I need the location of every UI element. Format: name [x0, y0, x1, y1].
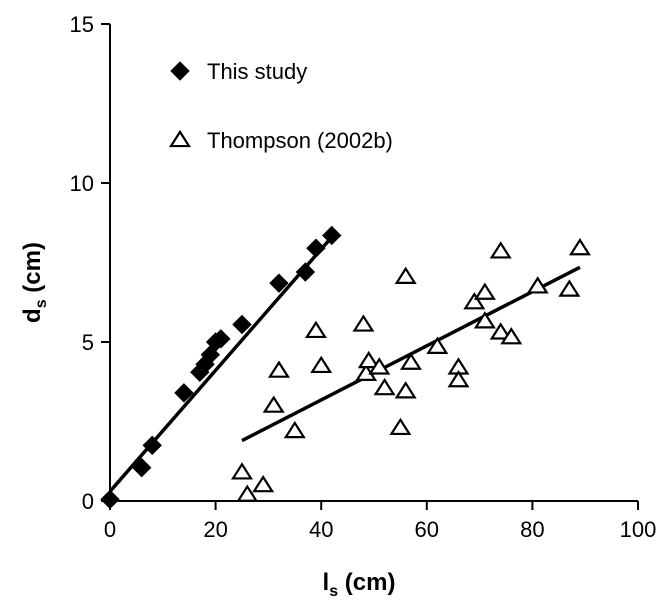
diamond-point	[232, 314, 252, 335]
x-tick-label: 40	[309, 517, 333, 542]
triangle-point	[394, 381, 417, 399]
triangle-point	[473, 282, 496, 300]
axes: 0 20 40 60 80 100 0 5 10 15 ls (cm) ds (cm)	[19, 12, 656, 600]
triangle-point	[500, 327, 523, 345]
diamond-point	[142, 435, 162, 456]
trendlines	[108, 235, 581, 493]
x-tick-label: 0	[104, 517, 116, 542]
trendline-series-1	[108, 235, 334, 493]
triangle-point	[394, 266, 417, 284]
triangle-point	[568, 238, 591, 256]
triangle-point	[399, 352, 422, 370]
diamond-point	[174, 383, 194, 403]
triangle-point	[262, 395, 285, 413]
triangle-point	[447, 370, 470, 388]
triangle-point	[463, 292, 486, 310]
x-axis-title: ls (cm)	[323, 569, 396, 600]
x-tick-label: 20	[203, 517, 227, 542]
y-tick-label: 0	[82, 489, 94, 514]
x-tick-label: 60	[415, 517, 439, 542]
legend-diamond-marker	[170, 61, 190, 81]
triangle-point	[489, 241, 512, 259]
diamond-point	[211, 329, 231, 349]
y-tick-label: 5	[82, 330, 94, 355]
triangle-point	[230, 462, 254, 480]
legend-label-thompson: Thompson (2002b)	[207, 128, 393, 153]
y-tick-label: 15	[70, 12, 94, 37]
legend: This study Thompson (2002b)	[168, 59, 393, 153]
triangle-point	[357, 350, 380, 369]
triangle-point	[283, 420, 306, 439]
x-tick-label: 100	[620, 517, 657, 542]
triangle-point	[473, 311, 496, 329]
diamond-point	[306, 238, 326, 258]
triangle-point	[489, 322, 512, 340]
diamond-point	[269, 273, 289, 293]
triangle-point	[426, 336, 449, 354]
triangle-point	[304, 320, 327, 339]
diamond-point	[295, 262, 316, 282]
y-tick-label: 10	[70, 171, 94, 196]
triangle-point	[310, 355, 333, 374]
triangle-point	[267, 360, 290, 378]
triangle-point	[252, 474, 275, 493]
diamond-point	[131, 457, 152, 478]
legend-triangle-marker	[168, 129, 192, 148]
diamond-point	[100, 489, 120, 510]
triangle-point	[389, 417, 412, 436]
data-marks	[100, 225, 591, 510]
legend-label-this-study: This study	[207, 59, 307, 84]
triangle-point	[558, 279, 581, 297]
triangle-point	[373, 377, 396, 396]
x-tick-label: 80	[520, 517, 544, 542]
triangle-point	[352, 314, 375, 332]
y-axis-title: ds (cm)	[19, 242, 50, 323]
triangle-point	[526, 276, 549, 294]
triangle-point	[368, 357, 391, 375]
triangle-point	[236, 484, 259, 502]
diamond-point	[322, 225, 342, 246]
